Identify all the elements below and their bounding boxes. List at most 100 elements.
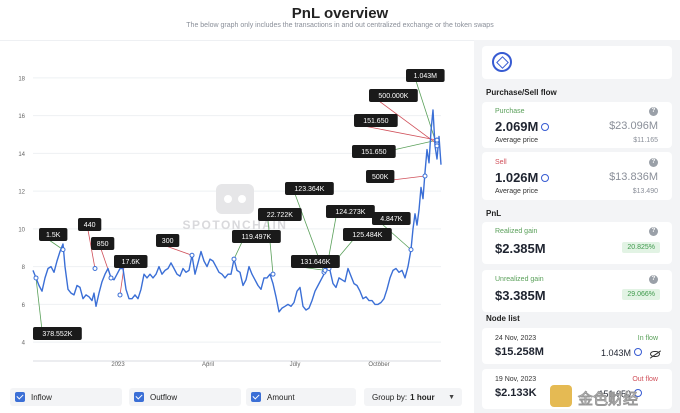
y-tick-label: 4 <box>22 341 26 347</box>
node-marker[interactable] <box>117 292 123 298</box>
purchase-sell-title: Purchase/Sell flow <box>486 88 557 97</box>
annotation-label-text: 500K <box>372 174 389 181</box>
node-marker[interactable] <box>60 247 66 253</box>
pnl-chart-svg[interactable]: 4 6 8 10 12 14 16 18 2023 April July October SPOTONC… <box>0 41 474 384</box>
annotation-label-box[interactable] <box>326 205 375 218</box>
annotation-leader-line <box>267 219 274 275</box>
node-list-item[interactable]: 19 Nov, 2023 Out flow $2.133K 151.650 <box>482 369 672 409</box>
annotation-label-text: 500.000K <box>378 93 408 100</box>
annotation-label-box[interactable] <box>91 237 115 250</box>
x-tick-label: April <box>202 362 214 368</box>
annotation-label-box[interactable] <box>78 218 102 231</box>
corner-watermark: 金色财经 <box>550 385 638 408</box>
node-flow: Out flow <box>632 376 658 383</box>
annotation-label-text: 300 <box>162 238 174 245</box>
node-flow: In flow <box>637 335 658 342</box>
token-coin-icon <box>541 123 550 131</box>
annotation-leader-line <box>378 100 438 145</box>
pnl-title: PnL <box>486 209 502 218</box>
node-amount-value: 1.043M <box>600 348 631 358</box>
node-marker[interactable] <box>108 275 114 281</box>
sell-avg-label: Average price <box>495 188 539 195</box>
annotation-label-box[interactable] <box>33 327 82 340</box>
watermark-text: SPOTONCHAIN <box>183 218 288 232</box>
annotation-leader-line <box>165 245 193 256</box>
sell-label: Sell <box>495 159 507 166</box>
info-icon[interactable]: ? <box>649 158 658 167</box>
node-marker[interactable] <box>322 267 328 273</box>
annotation-label-text: 151.650 <box>361 149 386 156</box>
annotation-label-box[interactable] <box>291 255 340 268</box>
annotation-label-box[interactable] <box>114 255 148 268</box>
node-list-item[interactable]: 24 Nov, 2023 In flow $15.258M 1.043M <box>482 328 672 364</box>
amount-label: Amount <box>267 392 295 402</box>
annotation-label-box[interactable] <box>258 208 302 221</box>
info-icon[interactable]: ? <box>649 227 658 236</box>
x-tick-label: October <box>368 362 389 368</box>
node-marker[interactable] <box>408 247 414 253</box>
annotation-label-text: 850 <box>97 241 109 248</box>
chainlink-hex-icon <box>492 52 512 72</box>
annotation-label-box[interactable] <box>369 89 418 102</box>
amount-toggle[interactable]: Amount <box>246 388 356 406</box>
y-tick-label: 16 <box>18 114 25 120</box>
annotation-label-box[interactable] <box>372 212 411 225</box>
group-by-select[interactable]: Group by: 1 hour ▼ <box>364 388 462 406</box>
sell-amount: 1.026M <box>495 170 550 185</box>
annotation-label-box[interactable] <box>232 230 281 243</box>
outflow-toggle[interactable]: Outflow <box>129 388 241 406</box>
info-icon[interactable]: ? <box>649 275 658 284</box>
annotation-label-box[interactable] <box>352 145 396 158</box>
x-tick-label: 2023 <box>111 362 125 368</box>
unrealized-pct-badge: 29.066% <box>622 289 660 300</box>
annotation-label-text: 119.497K <box>242 234 272 241</box>
pnl-chart[interactable]: 4 6 8 10 12 14 16 18 2023 April July October SPOTONC… <box>0 40 474 383</box>
purchase-avg-value: $11.165 <box>633 137 658 144</box>
token-coin-icon <box>634 389 642 397</box>
watermark-corner-text: 金色财经 <box>577 390 638 408</box>
annotation-label-box[interactable] <box>406 69 445 82</box>
inflow-toggle[interactable]: Inflow <box>10 388 122 406</box>
node-marker[interactable] <box>33 275 39 281</box>
annotation-label-text: 22.722K <box>267 212 293 219</box>
annotation-label-text: 4.847K <box>380 216 403 223</box>
watermark-logo-eye <box>224 195 232 203</box>
sell-card: Sell ? 1.026M $13.836M Average price $13… <box>482 152 672 200</box>
node-marker[interactable] <box>422 173 428 179</box>
inflow-checkbox[interactable] <box>15 392 25 402</box>
realized-pct-badge: 20.825% <box>622 242 660 253</box>
annotation-leader-line <box>233 241 243 260</box>
realized-label: Realized gain <box>495 228 538 235</box>
watermark-logo-icon <box>216 184 254 214</box>
sell-avg-value: $13.490 <box>632 188 658 195</box>
node-marker[interactable] <box>92 266 98 272</box>
annotation-label-box[interactable] <box>285 182 334 195</box>
annotation-label-box[interactable] <box>354 114 398 127</box>
group-by-label: Group by: <box>372 392 408 402</box>
x-tick-label: July <box>290 362 301 368</box>
y-tick-label: 12 <box>18 190 25 196</box>
node-marker[interactable] <box>270 271 276 277</box>
annotation-label-box[interactable] <box>343 228 392 241</box>
outflow-checkbox[interactable] <box>134 392 144 402</box>
annotation-label-box[interactable] <box>366 170 395 183</box>
annotation-label-text: 440 <box>84 222 96 229</box>
annotation-leader-line <box>415 80 438 146</box>
side-panel: Purchase/Sell flow Purchase ? 2.069M $23… <box>474 40 680 413</box>
node-marker[interactable] <box>434 143 440 149</box>
eye-off-icon[interactable] <box>650 351 660 357</box>
node-amount-value: 151.650 <box>598 389 631 399</box>
amount-checkbox[interactable] <box>251 392 261 402</box>
price-series-line[interactable] <box>32 109 442 313</box>
annotation-label-box[interactable] <box>39 228 68 241</box>
y-tick-label: 18 <box>18 76 25 82</box>
page-header: PnL overview The below graph only includ… <box>0 0 680 40</box>
node-usd: $2.133K <box>495 387 537 399</box>
node-usd: $15.258M <box>495 346 544 358</box>
annotation-label-box[interactable] <box>156 234 180 247</box>
info-icon[interactable]: ? <box>649 107 658 116</box>
token-coin-icon <box>634 348 642 356</box>
annotation-label-text: 17.6K <box>122 259 141 266</box>
node-marker[interactable] <box>231 256 237 262</box>
node-marker[interactable] <box>189 252 195 258</box>
